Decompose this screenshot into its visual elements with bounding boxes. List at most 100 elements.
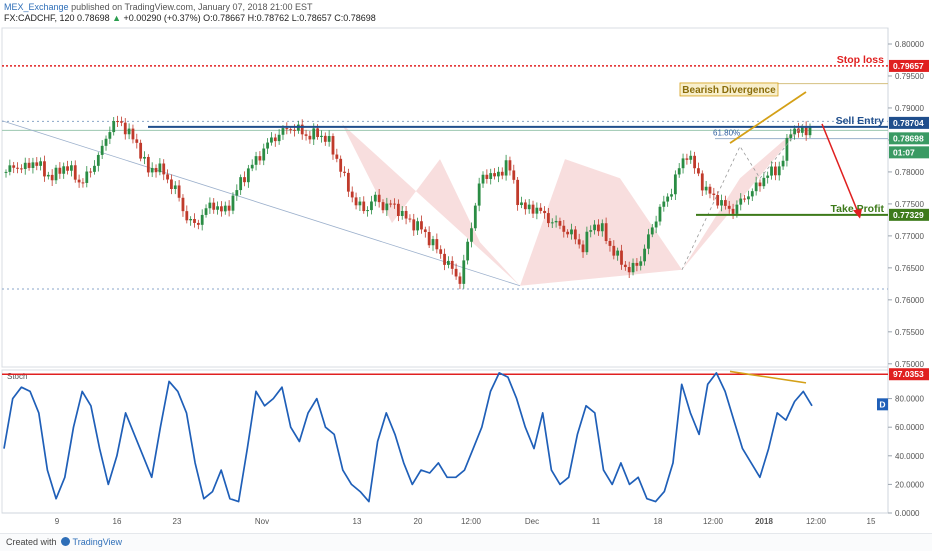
price-tick-label: 0.77000	[895, 232, 924, 241]
candle-body	[450, 260, 454, 269]
candle-body	[135, 139, 139, 143]
price-tick-label: 0.79500	[895, 72, 924, 81]
candle-body	[673, 174, 677, 195]
candle-body	[427, 232, 431, 246]
candle-body	[177, 185, 181, 198]
candle-body	[747, 196, 750, 200]
candle-body	[593, 224, 596, 231]
time-tick-label: 12:00	[703, 517, 724, 526]
candle-body	[77, 179, 81, 183]
price-tick-label: 0.77500	[895, 200, 924, 209]
candle-body	[800, 126, 804, 133]
entry-badge	[889, 116, 929, 129]
candle-body	[727, 205, 731, 209]
candle-body	[389, 203, 393, 205]
candle-body	[293, 129, 296, 131]
last-price: 0.78698	[77, 13, 110, 23]
candle-body	[535, 207, 539, 214]
stop-loss-text: Stop loss	[837, 54, 884, 66]
divergence-line	[729, 91, 807, 144]
candle-body	[85, 171, 89, 183]
time-tick-label: 2018	[755, 517, 773, 526]
stoch-pane[interactable]	[1, 369, 889, 514]
candle-body	[258, 156, 262, 161]
candle-body	[4, 171, 8, 173]
candle-body	[639, 261, 643, 266]
price-tick-label: 0.79000	[895, 104, 924, 113]
candle-body	[346, 172, 350, 192]
pattern-leg-middle	[520, 159, 682, 286]
candle-body	[573, 229, 577, 240]
candle-body	[123, 122, 127, 135]
sell-arrow-head	[853, 209, 862, 219]
candle-body	[439, 249, 443, 254]
candle-body	[443, 253, 446, 265]
candle-body	[781, 160, 785, 167]
candle-body	[597, 224, 600, 232]
stop-loss-badge-text: 0.79657	[893, 61, 924, 71]
price-change: +0.00290 (+0.37%)	[123, 13, 201, 23]
time-tick-label: 11	[592, 517, 601, 526]
candle-body	[462, 260, 466, 284]
candle-body	[62, 166, 66, 174]
candle-body	[185, 211, 189, 221]
candle-body	[554, 220, 558, 223]
candle-body	[446, 260, 450, 265]
candle-body	[400, 210, 404, 216]
candle-body	[777, 166, 781, 176]
publisher-name[interactable]: MEX_Exchange	[4, 2, 69, 12]
candle-body	[281, 128, 285, 135]
candle-body	[273, 137, 277, 142]
candle-body	[189, 219, 193, 221]
stoch-tick-label: 0.0000	[895, 509, 920, 518]
time-tick-label: 20	[414, 517, 423, 526]
candle-body	[335, 154, 339, 159]
candle-body	[477, 183, 481, 206]
candle-body	[350, 191, 354, 198]
candle-body	[758, 182, 762, 187]
candle-body	[485, 174, 489, 179]
candle-body	[720, 200, 723, 206]
chart-header: MEX_Exchange published on TradingView.co…	[0, 0, 932, 26]
candle-body	[323, 135, 327, 142]
candle-body	[631, 262, 635, 273]
tradingview-logo-icon	[60, 537, 70, 546]
candle-body	[650, 227, 654, 235]
candle-body	[766, 175, 770, 178]
candle-body	[504, 160, 508, 176]
divergence-label-box	[679, 82, 779, 97]
candle-body	[616, 250, 620, 256]
candle-body	[770, 166, 773, 176]
published-text: published on TradingView.com, January 07…	[71, 2, 313, 12]
candle-body	[581, 244, 585, 253]
candle-body	[500, 171, 504, 176]
candle-body	[481, 174, 485, 184]
candle-body	[89, 171, 93, 173]
candle-body	[743, 198, 747, 200]
candle-body	[320, 135, 323, 137]
candle-body	[377, 194, 381, 203]
candle-body	[81, 182, 85, 184]
candle-body	[712, 193, 716, 195]
candle-body	[731, 208, 735, 214]
stoch-tick-label: 60.0000	[895, 423, 924, 432]
candle-body	[46, 174, 50, 177]
candle-body	[127, 128, 131, 135]
candle-body	[681, 158, 685, 169]
tradingview-link[interactable]: TradingView	[72, 537, 123, 547]
candle-body	[512, 170, 516, 180]
candle-body	[146, 156, 150, 173]
candle-body	[539, 207, 543, 211]
candle-body	[373, 194, 377, 202]
take-profit-badge	[889, 208, 929, 221]
countdown-badge	[889, 146, 929, 159]
candle-body	[423, 229, 427, 233]
stoch-d-badge[interactable]	[877, 398, 888, 411]
candle-body	[204, 208, 208, 215]
candle-body	[416, 221, 420, 231]
candle-body	[620, 250, 623, 265]
candle-body	[366, 210, 370, 212]
candle-body	[785, 137, 789, 161]
candle-body	[577, 239, 581, 245]
